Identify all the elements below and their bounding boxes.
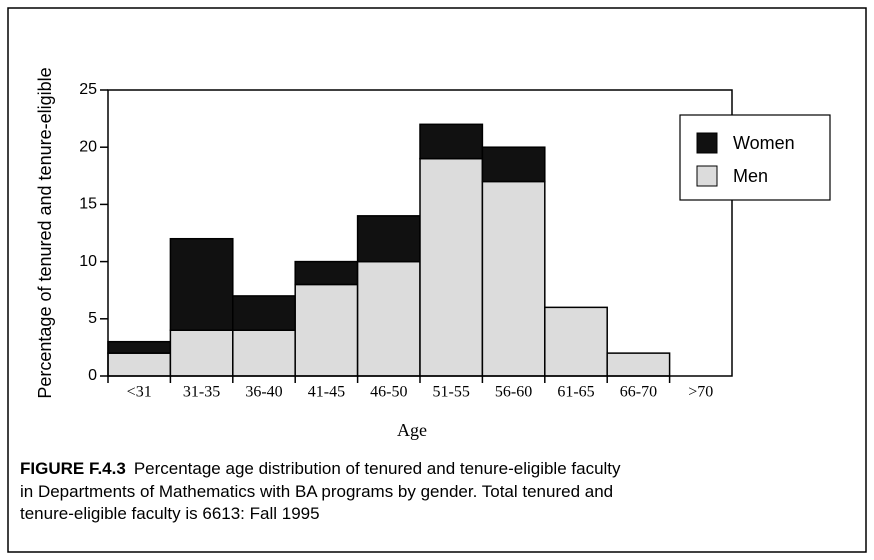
y-tick-label: 0	[88, 367, 97, 384]
legend-label: Women	[733, 133, 795, 153]
bar-segment	[169, 329, 234, 377]
caption-line: tenure-eligible faculty is 6613: Fall 19…	[20, 504, 320, 523]
x-tick-label: 41-45	[308, 384, 345, 401]
x-tick-label: 66-70	[620, 384, 657, 401]
legend-swatch	[696, 132, 718, 154]
bar-segment	[356, 260, 421, 377]
caption-line: Percentage age distribution of tenured a…	[133, 459, 621, 478]
legend-box	[679, 114, 831, 201]
x-tick-label: >70	[688, 384, 713, 401]
bar-segment	[294, 260, 359, 286]
bar-segment	[419, 123, 484, 160]
x-tick-label: 51-55	[433, 384, 470, 401]
x-tick-label: 61-65	[557, 384, 594, 401]
caption-line-row: FIGURE F.4.3 Percentage age distribution …	[20, 458, 860, 481]
caption-label: FIGURE F.4.3	[20, 459, 126, 478]
caption: FIGURE F.4.3 Percentage age distribution …	[20, 458, 860, 526]
bar-segment	[481, 180, 546, 377]
legend-swatch	[696, 165, 718, 187]
y-axis-label: Percentage of tenured and tenure-eligibl…	[35, 67, 55, 398]
bar-segment	[606, 352, 671, 377]
x-tick-label: 56-60	[495, 384, 532, 401]
y-tick-label: 10	[79, 253, 97, 270]
x-axis-label: Age	[397, 420, 427, 440]
caption-line: in Departments of Mathematics with BA pr…	[20, 481, 614, 501]
bar-segment	[107, 352, 172, 377]
x-tick-label: 36-40	[245, 384, 282, 401]
x-tick-label: <31	[127, 384, 152, 401]
y-tick-label: 5	[88, 310, 97, 327]
bar-segment	[169, 237, 234, 331]
x-tick-label: 31-35	[183, 384, 220, 401]
bar-segment	[544, 306, 608, 377]
y-tick-label: 25	[79, 81, 97, 98]
bar-segment	[232, 329, 296, 377]
frame	[7, 7, 867, 553]
y-tick-label: 15	[79, 196, 97, 213]
bar-segment	[419, 157, 484, 377]
bar-segment	[481, 146, 546, 183]
bar-segment	[294, 283, 359, 377]
caption-line-row: tenure-eligible faculty is 6613: Fall 19…	[20, 503, 860, 526]
legend-label: Men	[733, 166, 768, 186]
y-tick-label: 20	[79, 138, 97, 155]
bar-segment	[107, 340, 172, 354]
x-tick-label: 46-50	[370, 384, 407, 401]
caption-line-row: in Departments of Mathematics with BA pr…	[20, 481, 860, 504]
bar-segment	[356, 215, 421, 263]
bar-segment	[232, 295, 296, 331]
